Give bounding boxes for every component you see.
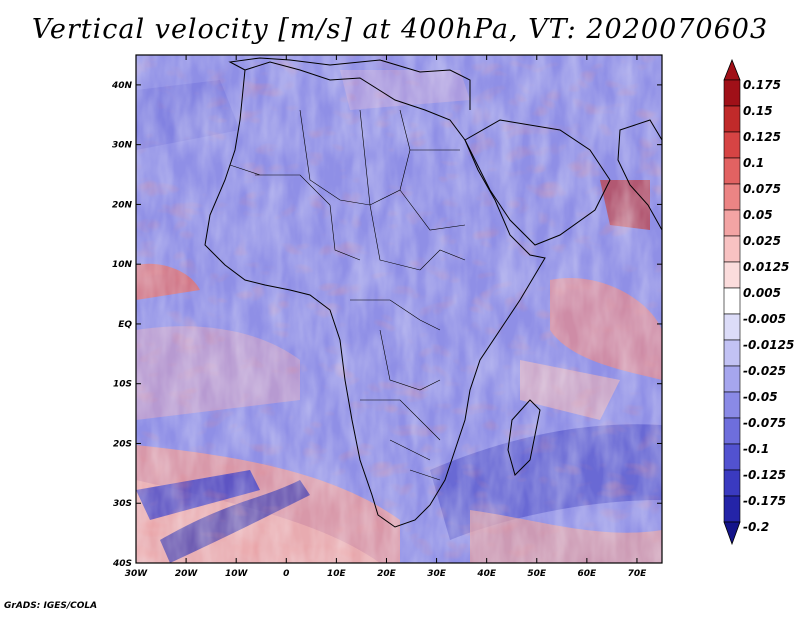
colorbar-swatch	[723, 443, 741, 471]
colorbar-swatch	[723, 157, 741, 185]
lon-tick-label: 30W	[125, 569, 149, 579]
colorbar-label: -0.005	[743, 312, 786, 326]
lon-tick-label: 30E	[427, 569, 447, 579]
colorbar-label: -0.2	[743, 520, 769, 534]
lon-tick-label: 50E	[527, 569, 547, 579]
lat-tick-label: 40N	[111, 81, 133, 91]
colorbar-label: 0.025	[743, 234, 781, 248]
colorbar-swatch	[723, 469, 741, 497]
lat-tick-label: 30N	[112, 141, 133, 151]
colorbar-label: -0.05	[743, 390, 778, 404]
lon-tick-label: 10E	[327, 569, 347, 579]
lat-tick-label: 40S	[112, 559, 132, 569]
africa-outline	[204, 61, 546, 528]
map-title: Vertical velocity [m/s] at 400hPa, VT: 2…	[31, 14, 769, 45]
lon-tick-label: 70E	[628, 569, 648, 579]
grads-credit: GrADS: IGES/COLA	[4, 601, 98, 611]
colorbar-label: 0.075	[743, 182, 781, 196]
lat-tick-label: 20S	[113, 439, 132, 449]
colorbar-swatch	[723, 209, 741, 237]
colorbar: 0.175 0.15 0.125 0.1 0.075 0.05 0.025 0.0125 0.0…	[723, 58, 794, 546]
colorbar-bottom-arrow	[723, 521, 741, 546]
colorbar-label: 0.15	[743, 104, 773, 118]
plot-frame	[135, 54, 663, 564]
lon-tick-label: 0	[283, 569, 289, 579]
india-outline	[617, 119, 662, 232]
velocity-field	[136, 55, 662, 563]
colorbar-swatch	[723, 131, 741, 159]
colorbar-swatch	[723, 495, 741, 523]
colorbar-label: -0.025	[743, 364, 786, 378]
colorbar-label: -0.125	[743, 468, 786, 482]
colorbar-swatch	[723, 417, 741, 445]
colorbar-swatch	[723, 365, 741, 393]
map-axes: 30W 20W 10W 0 10E 20E 30E 40E 50E 60E 70E 40N 30N 20N…	[111, 55, 662, 579]
colorbar-swatch	[723, 183, 741, 211]
lat-tick-label: 20N	[112, 200, 133, 210]
colorbar-label: -0.175	[743, 494, 786, 508]
colorbar-swatch	[723, 287, 741, 315]
colorbar-label: 0.05	[743, 208, 773, 222]
borders	[229, 109, 466, 481]
colorbar-label: -0.075	[743, 416, 786, 430]
colorbar-label: 0.125	[743, 130, 781, 144]
colorbar-swatch	[723, 339, 741, 367]
colorbar-label: -0.0125	[743, 338, 794, 352]
colorbar-swatch	[723, 79, 741, 107]
lon-tick-label: 40E	[476, 569, 497, 579]
lon-tick-label: 60E	[578, 569, 598, 579]
colorbar-swatch	[723, 313, 741, 341]
colorbar-label: 0.0125	[743, 260, 789, 274]
colorbar-swatch	[723, 235, 741, 263]
lat-tick-label: 10S	[113, 380, 132, 390]
lon-tick-label: 20W	[175, 569, 199, 579]
colorbar-label: 0.175	[743, 78, 781, 92]
lon-tick-label: 10W	[225, 569, 249, 579]
colorbar-label: 0.1	[743, 156, 764, 170]
colorbar-top-arrow	[723, 58, 741, 81]
lat-tick-label: 10N	[112, 260, 133, 270]
lat-tick-label: 30S	[113, 499, 132, 509]
lon-tick-label: 20E	[377, 569, 397, 579]
arabia-outline	[464, 119, 611, 246]
colorbar-swatch	[723, 261, 741, 289]
lat-tick-label: EQ	[118, 320, 132, 330]
colorbar-label: 0.005	[743, 286, 781, 300]
colorbar-swatch	[723, 105, 741, 133]
coastlines	[204, 57, 662, 528]
colorbar-swatch	[723, 391, 741, 419]
mediterranean-coast	[228, 57, 471, 110]
madagascar-outline	[507, 399, 541, 476]
colorbar-label: -0.1	[743, 442, 769, 456]
